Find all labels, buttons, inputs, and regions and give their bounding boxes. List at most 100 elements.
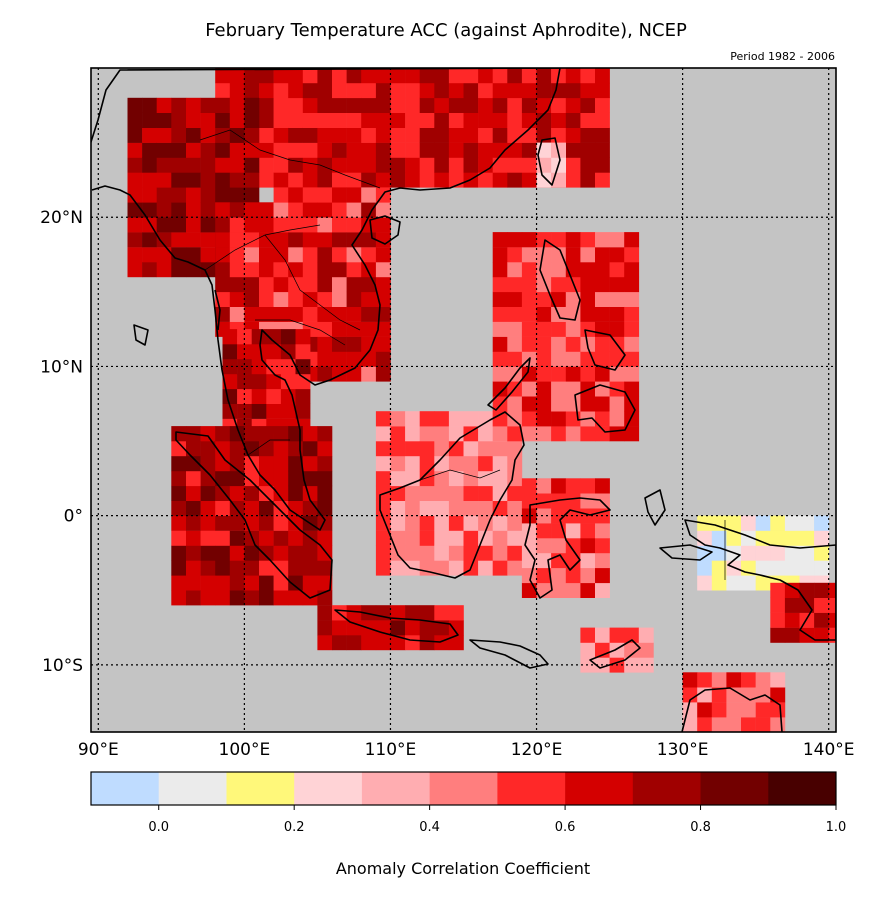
grid-cell-new-guinea-west xyxy=(711,530,727,546)
grid-cell-borneo xyxy=(434,456,450,472)
grid-cell-new-guinea-west xyxy=(814,530,829,546)
grid-cell-south-china xyxy=(361,127,377,143)
grid-cell-myanmar xyxy=(171,97,187,113)
grid-cell-philippines xyxy=(521,247,537,263)
grid-cell-south-china xyxy=(492,112,508,128)
grid-cell-south-china xyxy=(419,97,435,113)
grid-cell-borneo xyxy=(434,426,450,442)
grid-cell-borneo xyxy=(507,485,523,501)
grid-cell-philippines xyxy=(536,306,552,322)
grid-cell-myanmar xyxy=(186,172,201,188)
grid-cell-philippines xyxy=(521,321,537,337)
grid-cell-borneo xyxy=(375,530,391,546)
grid-cell-sumatra xyxy=(229,575,245,591)
grid-cell-philippines xyxy=(595,276,610,293)
grid-cell-vietnam-cambodia xyxy=(332,291,347,307)
grid-cell-sumatra xyxy=(200,426,216,442)
grid-cell-south-china xyxy=(478,97,493,113)
grid-cell-south-china xyxy=(565,82,581,99)
grid-cell-sulawesi xyxy=(565,567,581,584)
grid-cell-java-bali xyxy=(332,620,347,636)
grid-cell-thailand-laos xyxy=(244,247,260,263)
colorbar-frame xyxy=(90,771,837,806)
grid-cell-malay-peninsula xyxy=(237,344,252,360)
grid-cell-south-china xyxy=(595,82,610,99)
grid-cell-philippines xyxy=(609,306,625,322)
grid-cell-vietnam-cambodia xyxy=(288,262,304,278)
grid-cell-south-china xyxy=(259,82,274,99)
grid-cell-borneo xyxy=(492,545,508,561)
grid-cell-north-australia xyxy=(741,672,756,688)
grid-cell-philippines xyxy=(595,396,610,412)
grid-cell-myanmar xyxy=(171,142,187,158)
grid-cell-philippines xyxy=(580,232,596,248)
grid-cell-sumatra xyxy=(215,485,231,501)
grid-cell-sumatra xyxy=(171,590,187,606)
grid-cell-borneo xyxy=(405,515,420,531)
grid-cell-vietnam-cambodia xyxy=(317,321,333,337)
grid-cell-vietnam-cambodia xyxy=(346,217,362,233)
grid-cell-philippines xyxy=(551,291,566,307)
grid-cell-philippines xyxy=(595,232,610,248)
grid-cell-sulawesi xyxy=(595,538,610,554)
grid-cell-south-china xyxy=(434,172,450,188)
grid-cell-vietnam-cambodia xyxy=(375,321,391,337)
grid-cell-borneo xyxy=(507,560,523,576)
grid-cell-borneo xyxy=(405,411,420,427)
grid-cell-south-china xyxy=(361,68,377,84)
grid-cell-south-china xyxy=(434,157,450,173)
grid-cell-borneo xyxy=(390,500,406,516)
grid-cell-sumatra xyxy=(229,470,245,487)
colorbar-segment xyxy=(700,772,769,805)
grid-cell-sumatra xyxy=(273,515,289,531)
grid-cell-sumatra xyxy=(259,485,274,501)
grid-cell-south-china xyxy=(492,68,508,84)
grid-cell-sulawesi xyxy=(536,478,552,494)
grid-cell-philippines xyxy=(521,306,537,322)
grid-cell-myanmar xyxy=(156,142,172,158)
colorbar-segment xyxy=(497,772,566,805)
grid-cell-myanmar xyxy=(200,172,216,188)
grid-cell-vietnam-cambodia xyxy=(375,366,391,382)
grid-cell-sumatra xyxy=(244,500,260,516)
grid-cell-thailand-laos xyxy=(259,276,274,293)
grid-cell-south-china xyxy=(492,172,508,188)
grid-cell-new-guinea-south xyxy=(814,597,829,613)
grid-cell-philippines xyxy=(492,426,508,442)
grid-cell-new-guinea-west xyxy=(741,545,756,561)
grid-cell-south-china xyxy=(390,97,406,113)
grid-cell-borneo xyxy=(375,560,391,576)
grid-cell-sumatra xyxy=(259,575,274,591)
grid-cell-sumatra xyxy=(171,500,187,516)
grid-cell-south-china xyxy=(565,142,581,158)
grid-cell-myanmar xyxy=(156,202,172,218)
grid-cell-myanmar xyxy=(156,262,172,278)
grid-cell-borneo xyxy=(405,426,420,442)
grid-cell-philippines xyxy=(507,396,523,412)
grid-cell-sulawesi xyxy=(536,493,552,509)
coastlines xyxy=(91,68,836,732)
grid-cell-timor xyxy=(595,627,610,643)
grid-cell-philippines xyxy=(609,396,625,412)
grid-cell-vietnam-cambodia xyxy=(288,247,304,263)
grid-cell-borneo xyxy=(492,530,508,546)
grid-cell-borneo xyxy=(463,530,479,546)
grid-cell-philippines xyxy=(507,321,523,337)
grid-cell-sumatra xyxy=(215,530,231,546)
grid-cell-north-australia xyxy=(697,717,713,732)
grid-cell-borneo xyxy=(375,456,391,472)
grid-cell-borneo xyxy=(434,411,450,427)
grid-cell-philippines xyxy=(595,291,610,307)
grid-cell-vietnam-cambodia xyxy=(302,306,318,322)
grid-cell-sumatra xyxy=(302,575,318,591)
grid-cell-philippines xyxy=(609,321,625,337)
grid-cell-south-china xyxy=(317,172,333,188)
grid-cell-philippines xyxy=(551,426,566,442)
grid-cell-malay-peninsula xyxy=(280,329,296,345)
grid-cell-philippines xyxy=(507,426,523,442)
grid-cell-south-china xyxy=(580,127,596,143)
grid-cell-vietnam-cambodia xyxy=(302,232,318,248)
grid-cell-philippines xyxy=(609,232,625,248)
grid-cell-sulawesi xyxy=(565,523,581,539)
grid-cell-philippines xyxy=(609,262,625,278)
